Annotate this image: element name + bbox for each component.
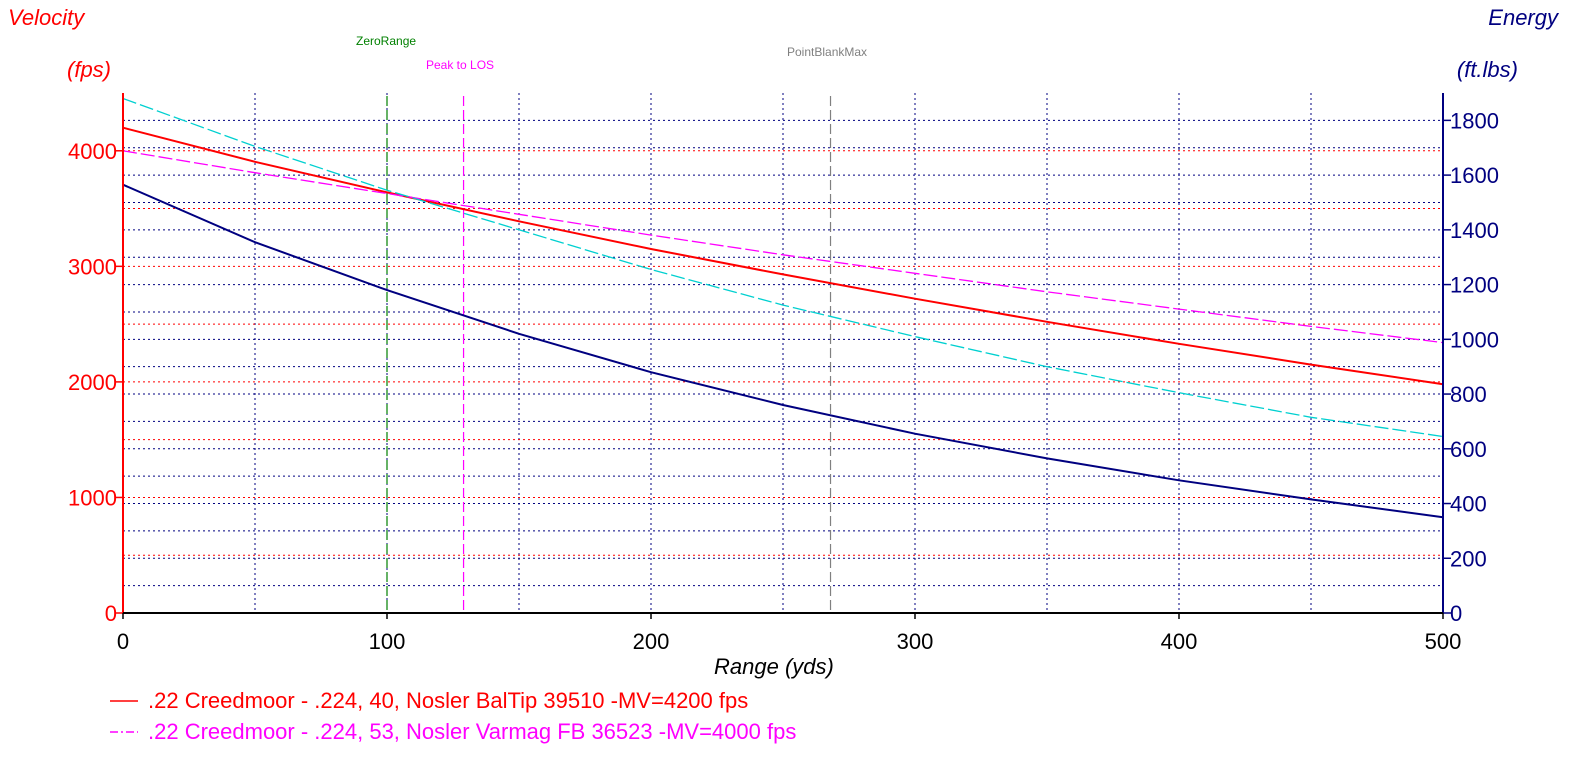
right-tick-label: 800: [1450, 382, 1487, 407]
right-axis-unit: (ft.lbs): [1456, 57, 1518, 82]
x-tick-label: 200: [633, 629, 670, 654]
right-tick-label: 1400: [1450, 218, 1499, 243]
left-tick-label: 3000: [68, 254, 117, 279]
series-line-2: [122, 150, 1444, 344]
right-tick-label: 400: [1450, 492, 1487, 517]
right-tick-label: 1800: [1450, 108, 1499, 133]
series-line-4: [122, 97, 1444, 438]
series-line-1: [122, 126, 1444, 386]
legend-label: .22 Creedmoor - .224, 53, Nosler Varmag …: [148, 719, 797, 744]
right-tick-label: 600: [1450, 437, 1487, 462]
series-line-3: [122, 183, 1444, 519]
left-axis-unit: (fps): [67, 57, 111, 82]
x-tick-label: 300: [897, 629, 934, 654]
right-tick-label: 1200: [1450, 273, 1499, 298]
left-tick-label: 1000: [68, 485, 117, 510]
left-axis-title: Velocity: [8, 5, 85, 30]
range-markers: [386, 96, 832, 613]
legend-swatch-dashed: [110, 731, 138, 733]
legend-item-1: .22 Creedmoor - .224, 40, Nosler BalTip …: [108, 686, 748, 716]
right-tick-label: 1600: [1450, 163, 1499, 188]
x-tick-label: 0: [117, 629, 129, 654]
right-tick-label: 1000: [1450, 327, 1499, 352]
right-tick-label: 200: [1450, 546, 1487, 571]
legend-label: .22 Creedmoor - .224, 40, Nosler BalTip …: [148, 688, 749, 713]
marker-label-peak-to-los: Peak to LOS: [426, 58, 495, 72]
series-lines: [122, 97, 1444, 519]
x-axis-label: Range (yds): [714, 654, 834, 679]
legend-swatch-solid: [110, 700, 138, 702]
grid: [123, 93, 1443, 613]
x-tick-label: 100: [369, 629, 406, 654]
right-axis-title: Energy: [1488, 5, 1558, 30]
x-tick-label: 400: [1161, 629, 1198, 654]
left-tick-label: 2000: [68, 370, 117, 395]
x-tick-label: 500: [1425, 629, 1462, 654]
legend-item-2: .22 Creedmoor - .224, 53, Nosler Varmag …: [108, 717, 796, 747]
marker-label-pointblankmax: PointBlankMax: [787, 45, 868, 59]
axes: 0100020003000400002004006008001000120014…: [68, 93, 1499, 654]
right-tick-label: 0: [1450, 601, 1462, 626]
left-tick-label: 0: [105, 601, 117, 626]
marker-label-zerorange: ZeroRange: [356, 34, 417, 48]
left-tick-label: 4000: [68, 139, 117, 164]
